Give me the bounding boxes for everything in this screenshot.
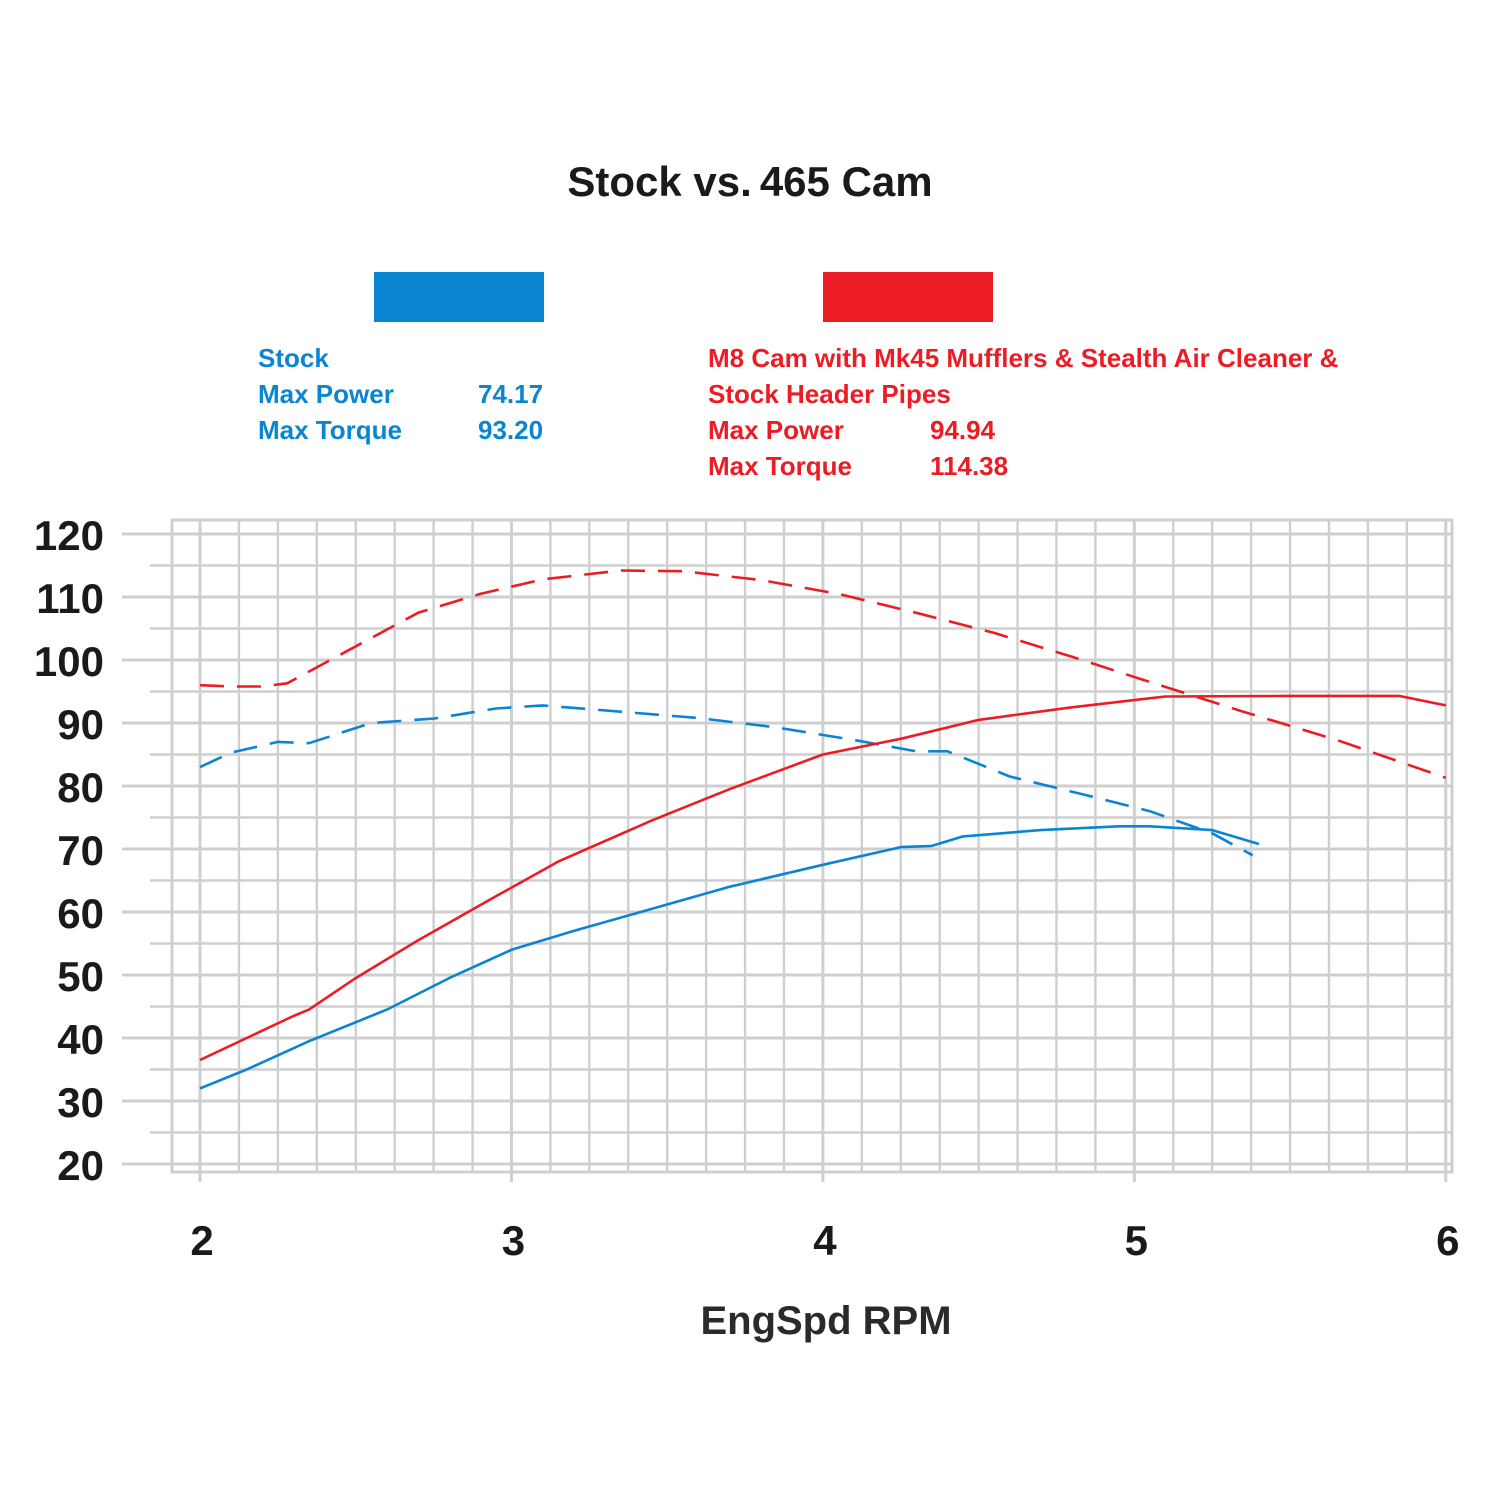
chart-series (199, 569, 1447, 1090)
stock-legend: Stock Max Power 74.17 Max Torque 93.20 (258, 340, 543, 448)
x-tick-label: 6 (1436, 1217, 1459, 1264)
stock-power-line (199, 824, 1260, 1090)
x-tick-label: 3 (502, 1217, 525, 1264)
y-tick-label: 60 (57, 890, 104, 937)
cam-power-line (199, 694, 1447, 1062)
y-tick-label: 30 (57, 1079, 104, 1126)
cam-max-torque-label: Max Torque (708, 451, 852, 481)
cam-legend-name-line2: Stock Header Pipes (708, 379, 951, 409)
cam-max-torque-value: 114.38 (930, 451, 1009, 481)
x-tick-label: 4 (813, 1217, 837, 1264)
plot-frame (170, 518, 1454, 1174)
stock-max-torque-label: Max Torque (258, 415, 402, 445)
stock-color-swatch (374, 272, 544, 322)
cam-max-power-label: Max Power (708, 415, 844, 445)
cam-max-power-value: 94.94 (930, 415, 996, 445)
chart-title-right: 465 Cam (759, 158, 933, 205)
x-axis-label: EngSpd RPM (700, 1299, 951, 1343)
y-tick-label: 80 (57, 764, 104, 811)
stock-torque-line (199, 704, 1254, 857)
x-tick-label: 5 (1125, 1217, 1148, 1264)
y-tick-label: 50 (57, 953, 104, 1000)
y-tick-label: 40 (57, 1016, 104, 1063)
x-tick-label: 2 (190, 1217, 213, 1264)
y-tick-label: 110 (36, 575, 104, 622)
y-tick-label: 20 (57, 1142, 104, 1189)
cam-torque-line (199, 569, 1447, 780)
stock-max-power-label: Max Power (258, 379, 394, 409)
y-tick-label: 120 (34, 512, 104, 559)
chart-title: Stock vs. 465 Cam (0, 158, 1500, 206)
y-tick-label: 70 (57, 827, 104, 874)
stock-max-torque-value: 93.20 (478, 415, 544, 445)
stock-legend-name: Stock (258, 343, 329, 373)
y-tick-label: 90 (57, 701, 104, 748)
stock-max-power-value: 74.17 (478, 379, 544, 409)
chart-title-left: Stock vs. (567, 158, 752, 205)
cam-color-swatch (823, 272, 993, 322)
chart-grid (122, 518, 1454, 1182)
cam-legend: M8 Cam with Mk45 Mufflers & Stealth Air … (708, 340, 1338, 484)
y-tick-label: 100 (34, 638, 104, 685)
axis-ticks: 20 30 40 50 60 70 80 90 100 110 120 2 3 4 5 6 (34, 512, 1460, 1264)
cam-legend-name-line1: M8 Cam with Mk45 Mufflers & Stealth Air … (708, 343, 1339, 373)
